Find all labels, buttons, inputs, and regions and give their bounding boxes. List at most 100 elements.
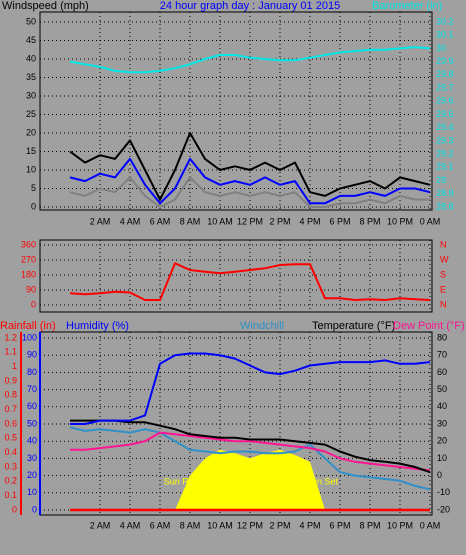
y-tick-label: 70 (27, 384, 37, 394)
y-tick-label: 29.3 (436, 135, 454, 145)
annotation: Sun Rise (164, 476, 201, 486)
y-tick-label: 50 (437, 384, 447, 394)
y-tick-label: 10 (26, 164, 36, 174)
y-tick-label: 29 (436, 175, 446, 185)
y-tick-label: 30 (26, 90, 36, 100)
y-tick-label: 0.2 (4, 476, 17, 486)
plot-frame (39, 239, 433, 313)
x-tick-label: 12 PM (237, 216, 263, 226)
wind-label: Windspeed (mph) (2, 0, 89, 12)
x-tick-label: 8 PM (359, 216, 380, 226)
y-tick-label: 0 (31, 299, 36, 309)
y-tick-label: 0 (437, 470, 442, 480)
y-tick-label: 50 (27, 418, 37, 428)
series-line (69, 262, 431, 301)
series-line (69, 176, 430, 208)
plot-frame (39, 11, 433, 211)
chart-title: 24 hour graph day : January 01 2015 (160, 0, 340, 12)
y-tick-label: 70 (437, 350, 447, 360)
y-tick-label: 0 (12, 504, 17, 514)
windchill-label: Windchill (240, 320, 284, 332)
y-tick-label: N (440, 239, 447, 249)
y-tick-label: 25 (26, 109, 36, 119)
y-tick-label: 30 (436, 43, 446, 53)
y-tick-label: 29.9 (436, 56, 454, 66)
y-tick-label: 0 (31, 201, 36, 211)
y-tick-label: 0 (32, 504, 37, 514)
y-tick-label: 90 (27, 350, 37, 360)
y-tick-label: 28.9 (436, 188, 454, 198)
x-tick-label: 10 AM (207, 216, 233, 226)
y-tick-label: 30 (437, 418, 447, 428)
x-tick-label: 6 PM (329, 216, 350, 226)
x-tick-label: 8 AM (180, 216, 201, 226)
y-tick-label: 29.7 (436, 82, 454, 92)
y-tick-label: 20 (437, 436, 447, 446)
y-tick-label: -20 (437, 504, 450, 514)
y-tick-label: 29.4 (436, 122, 454, 132)
y-tick-label: 29.2 (436, 149, 454, 159)
x-tick-label: 6 AM (150, 216, 171, 226)
y-tick-label: 0.5 (4, 433, 17, 443)
y-tick-label: 0.6 (4, 418, 17, 428)
y-tick-label: 360 (21, 239, 36, 249)
barometer-label: Barometer (in) (372, 0, 442, 12)
series-line (69, 426, 431, 491)
y-tick-label: 0.3 (4, 461, 17, 471)
x-tick-label: 2 AM (90, 520, 111, 530)
y-tick-label: 0.4 (4, 447, 17, 457)
series-line (70, 352, 431, 425)
x-tick-label: 6 PM (329, 520, 350, 530)
y-tick-label: 90 (26, 284, 36, 294)
y-tick-label: 0.8 (4, 390, 17, 400)
y-tick-label: 60 (27, 401, 37, 411)
x-tick-label: 4 AM (120, 520, 141, 530)
y-tick-label: 10 (437, 453, 447, 463)
x-tick-label: 2 PM (269, 216, 290, 226)
y-tick-label: 29.8 (436, 69, 454, 79)
x-tick-label: 4 AM (120, 216, 141, 226)
y-tick-label: 180 (21, 269, 36, 279)
y-tick-label: E (440, 284, 446, 294)
y-tick-label: 35 (26, 72, 36, 82)
solar-area (70, 449, 430, 510)
x-tick-label: 4 PM (299, 520, 320, 530)
y-tick-label: 5 (31, 183, 36, 193)
y-tick-label: 29.5 (436, 109, 454, 119)
y-tick-label: 20 (27, 470, 37, 480)
x-tick-label: 0 AM (420, 216, 441, 226)
y-tick-label: 0.1 (4, 490, 17, 500)
y-tick-label: 0.7 (4, 404, 17, 414)
y-tick-label: N (440, 299, 447, 309)
annotation: Sun Set (306, 476, 339, 486)
x-tick-label: 8 AM (180, 520, 201, 530)
y-tick-label: 20 (26, 127, 36, 137)
rain-label: Rainfall (in) (0, 320, 56, 332)
series-line (69, 157, 431, 205)
series-line (69, 46, 431, 74)
x-tick-label: 8 PM (359, 520, 380, 530)
dewpoint-label: Dew Point (°F) (393, 320, 465, 332)
humidity-label: Humidity (%) (66, 320, 129, 332)
temperature-label: Temperature (°F) (312, 320, 395, 332)
y-tick-label: 1.2 (4, 332, 17, 342)
x-tick-label: 10 PM (387, 520, 413, 530)
y-tick-label: 40 (437, 401, 447, 411)
y-tick-label: 29.6 (436, 96, 454, 106)
y-tick-label: 28.8 (436, 201, 454, 211)
x-tick-label: 2 AM (90, 216, 111, 226)
series-line (70, 431, 431, 472)
y-tick-label: 270 (21, 254, 36, 264)
y-tick-label: 30 (27, 453, 37, 463)
x-tick-label: 2 PM (269, 520, 290, 530)
y-tick-label: 29.1 (436, 162, 454, 172)
y-tick-label: 80 (27, 367, 37, 377)
y-tick-label: W (440, 254, 449, 264)
y-tick-label: 80 (437, 332, 447, 342)
y-tick-label: 40 (26, 53, 36, 63)
y-tick-label: 30.2 (436, 16, 454, 26)
x-tick-label: 0 AM (420, 520, 441, 530)
series-line (69, 132, 431, 201)
y-tick-label: 45 (26, 35, 36, 45)
